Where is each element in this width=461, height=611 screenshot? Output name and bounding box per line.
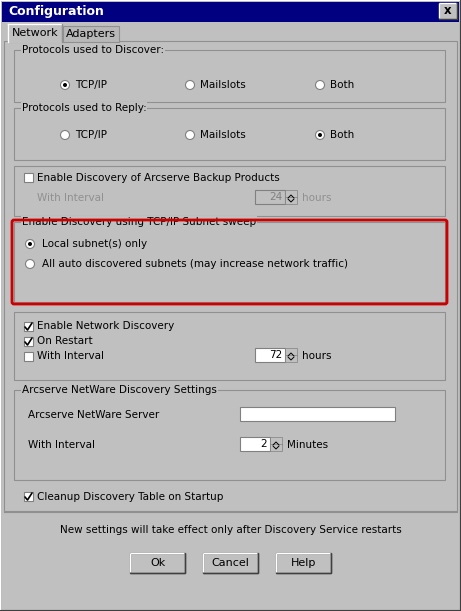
Bar (14, 108, 445, 160)
Text: Protocols used to Discover:: Protocols used to Discover: (22, 45, 164, 55)
Text: Mailslots: Mailslots (200, 130, 246, 140)
Text: hours: hours (302, 193, 331, 203)
Text: On Restart: On Restart (37, 336, 93, 346)
Circle shape (63, 83, 67, 87)
Text: Configuration: Configuration (8, 5, 104, 18)
Text: TCP/IP: TCP/IP (75, 130, 107, 140)
Circle shape (25, 260, 35, 268)
Bar (276, 553, 331, 573)
Circle shape (28, 242, 32, 246)
Text: Enable Network Discovery: Enable Network Discovery (37, 321, 174, 331)
Text: x: x (444, 4, 452, 18)
Bar (285, 355, 297, 362)
Text: Minutes: Minutes (287, 440, 328, 450)
Text: With Interval: With Interval (37, 193, 104, 203)
Bar (240, 407, 395, 421)
Bar (14, 390, 445, 480)
Text: 24: 24 (269, 192, 282, 202)
Text: Local subnet(s) only: Local subnet(s) only (42, 239, 147, 249)
Text: 2: 2 (260, 439, 267, 449)
Circle shape (185, 131, 195, 139)
Bar (203, 553, 258, 573)
Text: TCP/IP: TCP/IP (75, 80, 107, 90)
Bar (8, 24, 62, 42)
Text: Both: Both (330, 80, 354, 90)
Text: hours: hours (302, 351, 331, 361)
Bar (14, 50, 445, 102)
Bar (14, 166, 445, 216)
Text: Protocols used to Reply:: Protocols used to Reply: (22, 103, 147, 113)
Text: 72: 72 (269, 350, 282, 360)
Circle shape (315, 131, 325, 139)
Bar (439, 3, 457, 19)
Bar (24, 322, 33, 331)
Circle shape (315, 81, 325, 89)
Circle shape (60, 131, 70, 139)
Text: Both: Both (330, 130, 354, 140)
Text: Network: Network (12, 28, 58, 38)
Circle shape (60, 81, 70, 89)
Bar (240, 437, 270, 451)
Circle shape (318, 133, 322, 137)
Bar (285, 190, 297, 198)
Circle shape (185, 81, 195, 89)
Bar (24, 492, 33, 501)
Bar (24, 352, 33, 361)
Bar (255, 348, 285, 362)
Text: With Interval: With Interval (28, 440, 95, 450)
Bar (270, 437, 282, 445)
Circle shape (25, 240, 35, 249)
Bar (270, 444, 282, 451)
Bar (14, 222, 445, 302)
Text: New settings will take effect only after Discovery Service restarts: New settings will take effect only after… (59, 525, 402, 535)
Bar (63, 26, 119, 42)
Bar (2, 2, 459, 22)
Text: Enable Discovery using TCP/IP Subnet sweep: Enable Discovery using TCP/IP Subnet swe… (22, 217, 256, 227)
Bar (24, 173, 33, 182)
Text: Arcserve NetWare Discovery Settings: Arcserve NetWare Discovery Settings (22, 385, 217, 395)
Bar (4, 41, 457, 511)
Bar (24, 337, 33, 346)
Text: Mailslots: Mailslots (200, 80, 246, 90)
Bar (8, 41, 62, 43)
Bar (285, 197, 297, 204)
Bar (14, 312, 445, 380)
Text: Cancel: Cancel (212, 558, 249, 568)
Text: Cleanup Discovery Table on Startup: Cleanup Discovery Table on Startup (37, 492, 224, 502)
Bar (285, 348, 297, 356)
Text: Adapters: Adapters (66, 29, 116, 39)
Text: Arcserve NetWare Server: Arcserve NetWare Server (28, 410, 159, 420)
Bar (255, 190, 285, 204)
Text: Ok: Ok (150, 558, 165, 568)
Text: Enable Discovery of Arcserve Backup Products: Enable Discovery of Arcserve Backup Prod… (37, 173, 280, 183)
Bar (130, 553, 185, 573)
Text: With Interval: With Interval (37, 351, 104, 361)
Text: All auto discovered subnets (may increase network traffic): All auto discovered subnets (may increas… (42, 259, 348, 269)
Text: Help: Help (291, 558, 316, 568)
